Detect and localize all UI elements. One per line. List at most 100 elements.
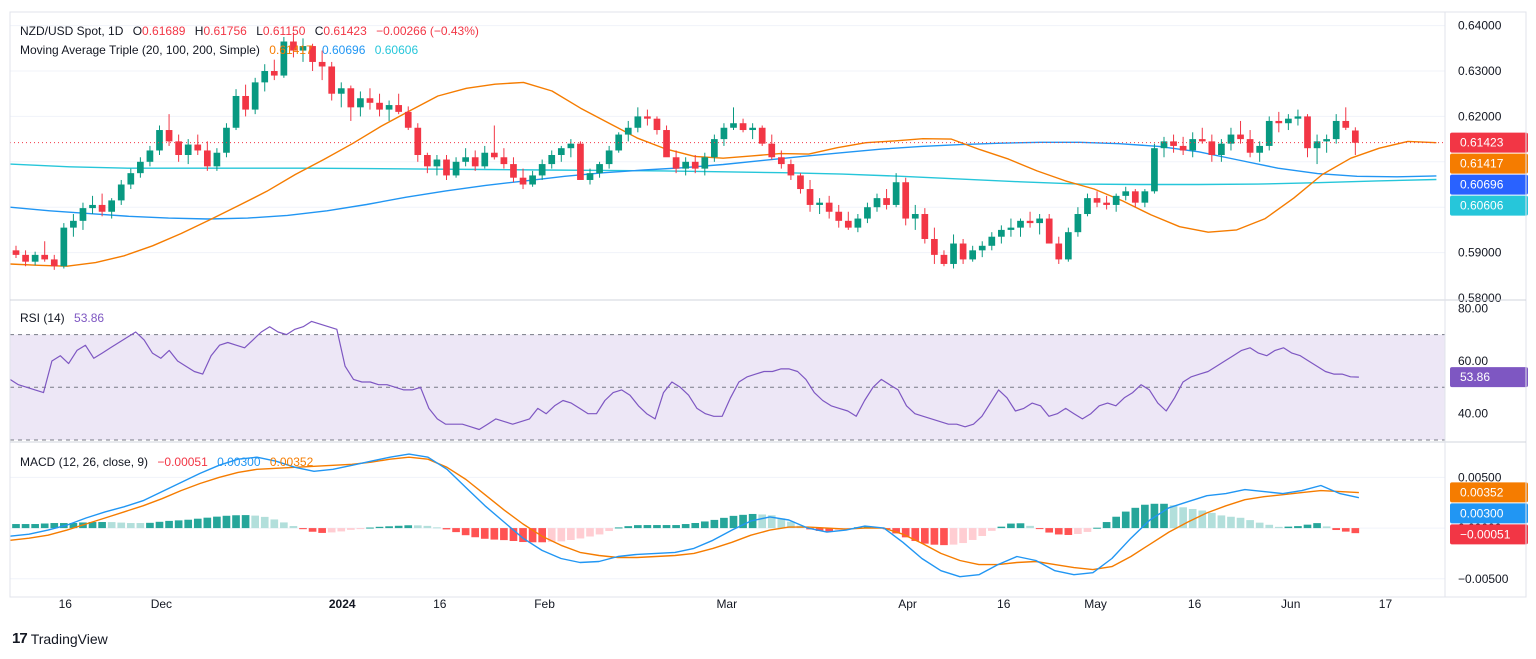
candle: [376, 93, 383, 117]
macd-hist-bar: [1112, 516, 1120, 529]
candle-body: [1122, 191, 1130, 196]
candle-body: [1170, 141, 1177, 146]
price-tag-bg: [1450, 132, 1528, 153]
candle-body: [203, 150, 211, 167]
candle: [538, 159, 546, 180]
macd-hist-bar: [1351, 528, 1360, 534]
candle-body: [70, 220, 77, 228]
macd-hist-bar: [987, 528, 996, 531]
candle: [203, 141, 211, 171]
candle: [730, 107, 737, 131]
candle-body: [538, 164, 546, 176]
candle: [50, 254, 58, 270]
candle-body: [567, 143, 575, 149]
candle: [452, 157, 460, 178]
candle-body: [481, 152, 489, 167]
macd-hist-bar: [1016, 523, 1025, 529]
candle-body: [577, 143, 584, 180]
candle: [567, 139, 575, 158]
candle-body: [711, 139, 718, 158]
candle: [89, 195, 96, 215]
candle: [701, 152, 709, 176]
candle: [1304, 114, 1311, 158]
rsi-tag-bg: [1450, 367, 1528, 388]
macd-hist-bar: [452, 528, 460, 533]
candle: [577, 141, 584, 180]
candle-body: [1246, 139, 1254, 153]
macd-hist-bar: [758, 514, 767, 529]
candle-body: [31, 254, 39, 262]
macd-hist-bar: [624, 526, 633, 529]
candle-body: [318, 61, 326, 67]
candle: [471, 150, 479, 171]
candle-body: [950, 243, 957, 264]
tradingview-branding[interactable]: 17 TradingView: [12, 630, 108, 647]
candle-body: [988, 236, 996, 246]
candle-body: [79, 208, 87, 221]
macd-hist-bar: [777, 518, 786, 529]
candle: [1189, 132, 1197, 158]
time-tick-label: 16: [59, 597, 73, 611]
macd-hist-bar: [739, 514, 747, 529]
macd-hist-bar: [1313, 523, 1321, 529]
candle: [1122, 186, 1130, 201]
candle: [557, 145, 565, 162]
candle: [98, 193, 106, 217]
candle: [194, 134, 202, 155]
candle-body: [1131, 191, 1139, 203]
macd-pane[interactable]: 0.005000.00000−0.005000.003520.00300−0.0…: [9, 453, 1528, 586]
macd-hist-bar: [337, 528, 346, 532]
candle-body: [347, 88, 355, 108]
macd-tick-label: 0.00500: [1458, 470, 1502, 484]
price-pane[interactable]: 0.640000.630000.620000.610000.600000.590…: [9, 19, 1528, 305]
candle-body: [1160, 141, 1168, 149]
macd-hist-bar: [136, 523, 145, 529]
candle: [1074, 207, 1082, 237]
candle-body: [1151, 148, 1158, 192]
candle: [902, 177, 910, 226]
candle: [223, 123, 230, 158]
macd-hist-bar: [643, 525, 652, 529]
macd-hist-bar: [595, 528, 604, 535]
candle-body: [175, 141, 182, 155]
macd-hist-bar: [1341, 528, 1350, 532]
price-tag-bg: [1450, 153, 1528, 174]
macd-tag-bg: [1450, 482, 1528, 503]
candle: [1160, 136, 1168, 158]
macd-legend: MACD (12, 26, close, 9) −0.00051 0.00300…: [20, 455, 314, 469]
candle: [280, 36, 288, 78]
candle: [481, 145, 489, 169]
candle: [22, 250, 29, 267]
candle: [711, 134, 718, 162]
candle: [682, 157, 690, 176]
candle-body: [443, 159, 450, 176]
candle: [911, 204, 919, 230]
candle: [720, 123, 728, 146]
candle: [1026, 211, 1034, 228]
candle-body: [921, 214, 929, 239]
rsi-title: RSI (14): [20, 311, 65, 325]
rsi-tick-label: 40.00: [1458, 407, 1488, 421]
candle: [318, 50, 326, 81]
candle: [519, 168, 527, 190]
time-axis[interactable]: 16 Dec 2024 16 Feb Mar Apr 16 May 16 Jun 17: [59, 597, 1393, 611]
price-tick-label: 0.59000: [1458, 246, 1502, 260]
candle: [768, 134, 776, 160]
macd-hist-bar: [1160, 503, 1168, 529]
candle-body: [146, 150, 154, 162]
macd-hist-bar: [433, 527, 441, 529]
macd-tag-text: −0.00051: [1460, 527, 1511, 541]
candle: [79, 202, 87, 230]
candle-body: [1265, 120, 1273, 146]
macd-hist-bar: [1026, 525, 1034, 529]
rsi-pane[interactable]: 80.00 60.00 40.00 53.86: [9, 301, 1528, 441]
macd-hist-bar: [1150, 503, 1159, 529]
macd-hist-bar: [978, 528, 987, 536]
macd-hist-bar: [299, 528, 307, 530]
candle-body: [366, 98, 374, 103]
candle-body: [1036, 218, 1043, 224]
macd-hist-bar: [222, 515, 231, 529]
candle: [1064, 227, 1072, 262]
time-tick-label: 16: [433, 597, 447, 611]
price-tag-text: 0.60606: [1460, 199, 1504, 213]
